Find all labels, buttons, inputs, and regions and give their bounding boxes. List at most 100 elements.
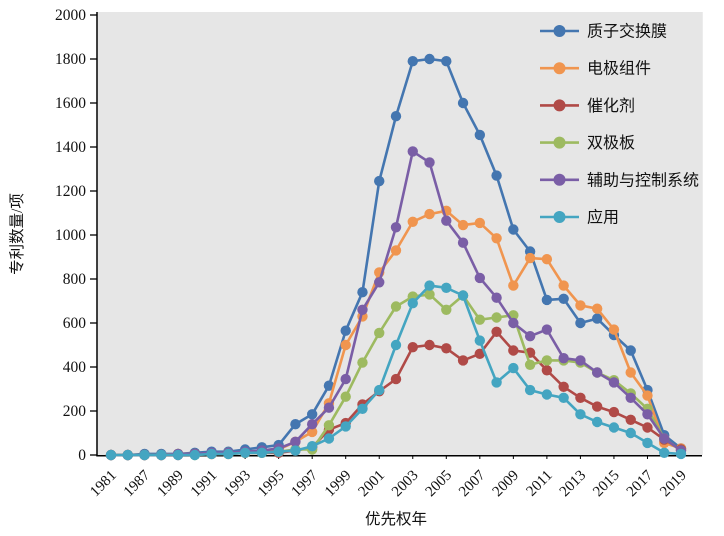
- data-point: [558, 392, 569, 403]
- data-point: [323, 420, 335, 431]
- data-point: [323, 433, 335, 444]
- data-point: [491, 292, 502, 303]
- data-point: [156, 449, 167, 461]
- data-point: [457, 219, 469, 231]
- data-point: [323, 402, 335, 413]
- data-point: [424, 339, 435, 351]
- data-point: [340, 391, 351, 402]
- data-point: [306, 426, 318, 438]
- data-point: [491, 233, 502, 244]
- data-point: [541, 324, 553, 335]
- legend-label: 双极板: [587, 134, 635, 152]
- x-axis-ticks: 1981 1987 1989 1991 1993 1995 1997 1999 2001 2003…: [87, 455, 690, 500]
- x-tick-label: 1999: [322, 468, 355, 501]
- data-point: [625, 367, 636, 378]
- x-tick-label: 1997: [288, 467, 321, 500]
- data-point: [474, 272, 486, 284]
- data-point: [508, 317, 519, 329]
- data-point: [608, 406, 620, 418]
- data-point: [374, 277, 385, 288]
- data-point: [424, 289, 435, 300]
- data-point: [223, 448, 234, 460]
- data-point: [491, 326, 502, 337]
- data-point: [541, 389, 553, 400]
- data-point: [390, 373, 402, 385]
- data-point: [374, 384, 385, 396]
- legend-label: 电极组件: [587, 60, 651, 78]
- data-point: [474, 217, 486, 229]
- x-tick-label: 2019: [657, 468, 690, 501]
- legend-marker: [553, 211, 566, 223]
- y-axis-title: 专利数量/项: [8, 193, 26, 275]
- legend-marker: [553, 136, 566, 149]
- y-tick-label: 1600: [55, 95, 86, 112]
- data-point: [357, 287, 368, 298]
- data-point: [290, 436, 301, 447]
- y-tick-label: 1200: [55, 183, 86, 200]
- data-point: [105, 449, 117, 461]
- plot-background: [97, 12, 703, 455]
- data-point: [524, 384, 536, 396]
- x-tick-label: 2009: [490, 468, 523, 501]
- data-point: [558, 280, 569, 291]
- data-point: [424, 157, 435, 168]
- y-tick-label: 600: [63, 315, 87, 332]
- data-point: [340, 421, 351, 432]
- legend-item-0: 质子交换膜: [540, 23, 667, 41]
- legend-item-3: 双极板: [540, 134, 635, 152]
- data-point: [508, 280, 519, 291]
- data-point: [524, 331, 536, 342]
- data-point: [407, 298, 418, 309]
- data-point: [541, 355, 553, 366]
- legend-marker: [553, 173, 566, 186]
- legend-marker: [553, 62, 566, 75]
- data-point: [642, 437, 653, 449]
- data-point: [323, 380, 335, 391]
- x-tick-label: 1993: [221, 468, 254, 501]
- data-point: [424, 208, 435, 220]
- y-tick-label: 200: [63, 403, 87, 420]
- data-point: [122, 449, 133, 461]
- data-point: [424, 280, 435, 291]
- legend-label: 催化剂: [587, 97, 635, 115]
- data-point: [625, 392, 636, 403]
- data-point: [290, 419, 301, 430]
- data-point: [290, 445, 301, 456]
- data-point: [608, 422, 620, 433]
- data-point: [524, 252, 536, 264]
- data-point: [541, 254, 553, 265]
- data-point: [407, 342, 418, 353]
- data-point: [575, 317, 586, 329]
- data-point: [206, 448, 217, 460]
- data-point: [575, 300, 586, 311]
- data-point: [474, 335, 486, 346]
- data-point: [441, 343, 452, 354]
- x-tick-label: 1991: [188, 468, 221, 501]
- data-point: [306, 409, 318, 420]
- data-point: [508, 224, 519, 235]
- data-point: [172, 449, 184, 461]
- y-tick-label: 0: [78, 447, 86, 464]
- series-5-应用: [105, 280, 687, 461]
- data-point: [441, 215, 452, 226]
- data-point: [642, 390, 653, 401]
- y-axis-ticks: 0 200 400 600 800 1000 1200 1400 1600 1800 2000: [55, 7, 97, 464]
- data-point: [407, 56, 418, 67]
- legend-label: 辅助与控制系统: [587, 171, 699, 189]
- data-point: [558, 293, 569, 304]
- y-tick-label: 1400: [55, 139, 86, 156]
- data-point: [575, 392, 586, 403]
- legend-marker: [553, 99, 566, 112]
- y-tick-label: 2000: [55, 7, 86, 24]
- x-axis-title: 优先权年: [365, 510, 427, 528]
- data-point: [491, 377, 502, 388]
- x-tick-label: 1987: [121, 467, 154, 500]
- data-point: [625, 345, 636, 356]
- x-tick-label: 2005: [423, 468, 456, 501]
- data-point: [340, 373, 351, 385]
- data-point: [491, 170, 502, 181]
- data-point: [474, 129, 486, 141]
- data-point: [474, 348, 486, 359]
